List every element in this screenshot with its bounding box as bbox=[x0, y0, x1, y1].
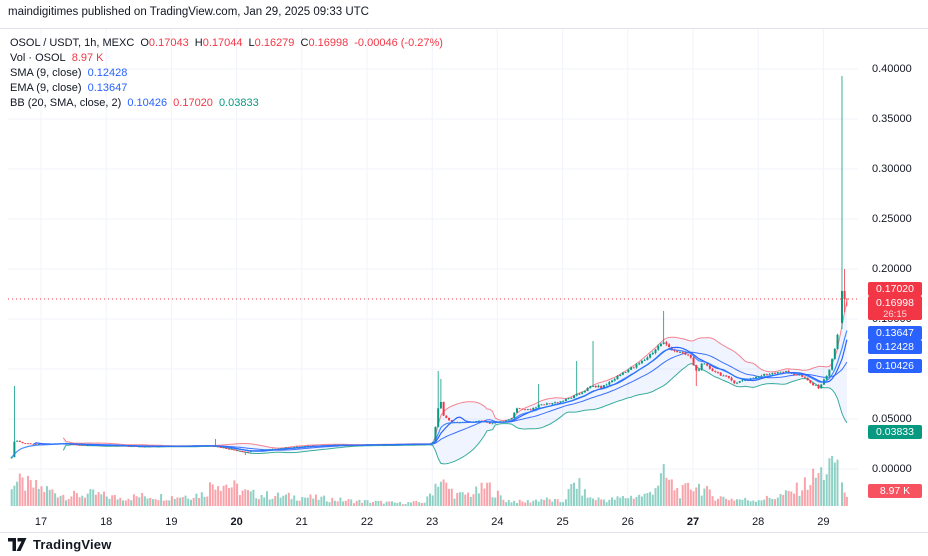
time-tick-26: 26 bbox=[621, 516, 634, 528]
attribution-text: maindigitimes published on TradingView.c… bbox=[8, 6, 369, 18]
open-label: O bbox=[140, 37, 149, 49]
bb-basis-badge: 0.10426 bbox=[868, 358, 922, 373]
tradingview-logo-icon bbox=[8, 538, 27, 551]
high-label: H bbox=[194, 37, 203, 49]
price-tick-0.20000: 0.20000 bbox=[872, 262, 912, 275]
chart-canvas[interactable] bbox=[0, 29, 928, 534]
sma-label: SMA (9, close) bbox=[10, 67, 82, 79]
time-tick-27: 27 bbox=[686, 516, 700, 528]
time-tick-21: 21 bbox=[295, 516, 308, 528]
time-tick-20: 20 bbox=[230, 516, 243, 528]
legend-bb-row[interactable]: BB (20, SMA, close, 2) 0.10426 0.17020 0… bbox=[10, 96, 446, 111]
chart-widget: OSOL / USDT, 1h, MEXC O0.17043 H0.17044 … bbox=[0, 28, 928, 533]
symbol-title: OSOL / USDT, 1h, MEXC bbox=[10, 37, 135, 49]
chart-legend: OSOL / USDT, 1h, MEXC O0.17043 H0.17044 … bbox=[10, 36, 446, 111]
price-tick-0.05000: 0.05000 bbox=[872, 412, 912, 425]
bb-basis-value: 0.10426 bbox=[127, 97, 168, 109]
low-value: 0.16279 bbox=[254, 37, 295, 49]
close-value: 0.16998 bbox=[308, 37, 349, 49]
legend-symbol-row[interactable]: OSOL / USDT, 1h, MEXC O0.17043 H0.17044 … bbox=[10, 36, 446, 51]
low-label: L bbox=[248, 37, 255, 49]
sma-badge: 0.12428 bbox=[868, 339, 922, 354]
time-tick-18: 18 bbox=[100, 516, 113, 528]
time-tick-25: 25 bbox=[556, 516, 569, 528]
bb-upper-badge: 0.17020 bbox=[868, 282, 922, 297]
high-value: 0.17044 bbox=[202, 37, 243, 49]
time-tick-29: 29 bbox=[817, 516, 830, 528]
legend-ema-row[interactable]: EMA (9, close) 0.13647 bbox=[10, 81, 446, 96]
time-tick-28: 28 bbox=[752, 516, 765, 528]
volume-value: 8.97 K bbox=[71, 52, 104, 64]
bb-label: BB (20, SMA, close, 2) bbox=[10, 97, 122, 109]
time-tick-22: 22 bbox=[360, 516, 374, 528]
time-tick-17: 17 bbox=[34, 516, 48, 528]
time-tick-19: 19 bbox=[165, 516, 178, 528]
sma-value: 0.12428 bbox=[87, 67, 128, 79]
time-tick-24: 24 bbox=[491, 516, 504, 528]
legend-volume-row[interactable]: Vol · OSOL 8.97 K bbox=[10, 51, 446, 66]
ema-badge: 0.13647 bbox=[868, 325, 922, 340]
bb-lower-badge: 0.03833 bbox=[868, 424, 922, 439]
time-tick-23: 23 bbox=[426, 516, 439, 528]
bb-lower-value: 0.03833 bbox=[218, 97, 259, 109]
tradingview-brand-text: TradingView bbox=[33, 537, 112, 552]
last-price-badge: 0.16998 26:15 bbox=[868, 296, 922, 321]
price-tick-0.25000: 0.25000 bbox=[872, 212, 912, 225]
close-label: C bbox=[300, 37, 309, 49]
ema-value: 0.13647 bbox=[87, 82, 128, 94]
volume-badge: 8.97 K bbox=[868, 484, 922, 498]
price-tick-0.40000: 0.40000 bbox=[872, 62, 912, 75]
ema-label: EMA (9, close) bbox=[10, 82, 82, 94]
bar-countdown: 26:15 bbox=[883, 309, 907, 321]
price-tick-0.35000: 0.35000 bbox=[872, 112, 912, 125]
price-tick-0.00000: 0.00000 bbox=[872, 462, 912, 475]
change-value: -0.00046 (-0.27%) bbox=[354, 37, 443, 49]
tradingview-footer[interactable]: TradingView bbox=[8, 537, 112, 552]
open-value: 0.17043 bbox=[148, 37, 189, 49]
bb-upper-value: 0.17020 bbox=[173, 97, 213, 109]
volume-label: Vol · OSOL bbox=[10, 52, 66, 64]
legend-sma-row[interactable]: SMA (9, close) 0.12428 bbox=[10, 66, 446, 81]
price-tick-0.30000: 0.30000 bbox=[872, 162, 912, 175]
